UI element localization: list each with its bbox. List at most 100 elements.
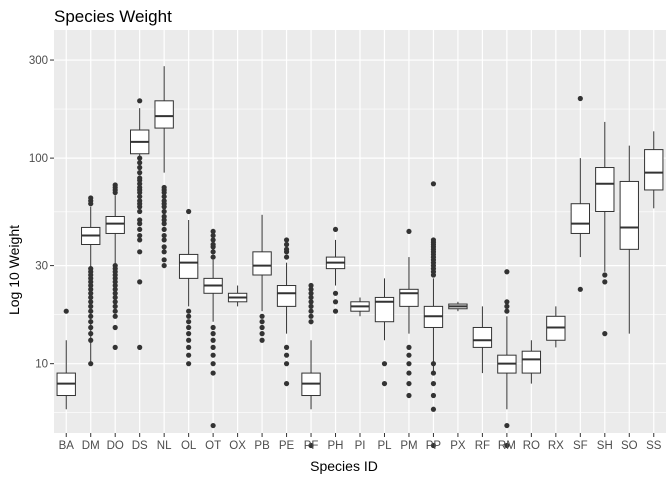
- outlier-point: [161, 193, 167, 200]
- x-tick-label: RX: [548, 440, 564, 452]
- outlier-point: [186, 331, 192, 337]
- outlier-point: [161, 244, 167, 250]
- outlier-point: [430, 380, 437, 387]
- outlier-point: [332, 226, 339, 233]
- iqr-box: [374, 296, 395, 323]
- outlier-point: [186, 324, 192, 331]
- iqr-box: [154, 100, 174, 129]
- outlier-point: [112, 308, 118, 314]
- box-ds: [130, 98, 150, 350]
- x-tick-label: RO: [523, 440, 540, 452]
- x-tick-label: PB: [254, 440, 270, 452]
- box-ph: [325, 226, 346, 314]
- iqr-box: [619, 180, 639, 250]
- outlier-point: [332, 299, 339, 305]
- outlier-point: [112, 299, 118, 305]
- box-dm: [81, 195, 101, 367]
- x-tick-label: OT: [205, 440, 221, 452]
- x-tick-label: SH: [597, 440, 613, 452]
- outlier-point: [137, 175, 143, 181]
- outlier-point: [88, 361, 94, 367]
- outlier-point: [112, 286, 118, 292]
- outlier-point: [406, 344, 412, 350]
- outlier-point: [161, 184, 167, 191]
- outlier-point: [308, 303, 314, 309]
- x-tick-label: RM: [498, 440, 516, 452]
- outlier-point: [430, 361, 437, 367]
- box-pi: [350, 297, 370, 317]
- box-ro: [521, 340, 542, 384]
- outlier-point: [504, 442, 510, 449]
- x-tick-label: PE: [279, 440, 295, 452]
- outlier-point: [161, 237, 167, 243]
- outlier-point: [210, 370, 216, 376]
- outlier-point: [406, 380, 412, 387]
- outlier-point: [430, 237, 437, 243]
- outlier-point: [112, 290, 118, 296]
- outlier-point: [137, 221, 143, 227]
- x-axis-title: Species ID: [310, 458, 378, 474]
- outlier-point: [332, 308, 339, 314]
- iqr-box: [399, 288, 419, 307]
- outlier-point: [137, 193, 143, 200]
- outlier-point: [186, 208, 192, 215]
- x-tick-label: OX: [229, 440, 246, 452]
- outlier-point: [259, 331, 265, 337]
- outlier-point: [112, 262, 118, 269]
- outlier-point: [406, 361, 412, 367]
- outlier-point: [259, 313, 265, 319]
- outlier-point: [137, 279, 143, 285]
- outlier-point: [112, 313, 118, 319]
- x-tick-label: OL: [181, 440, 197, 452]
- outlier-point: [210, 237, 216, 243]
- outlier-point: [137, 208, 143, 215]
- outlier-point: [137, 170, 143, 176]
- outlier-point: [88, 303, 94, 309]
- outlier-point: [577, 95, 583, 102]
- box-rx: [546, 306, 566, 348]
- outlier-point: [88, 294, 94, 301]
- box-pf: [301, 282, 321, 449]
- outlier-point: [186, 344, 192, 350]
- outlier-point: [137, 198, 143, 204]
- outlier-point: [308, 319, 314, 325]
- outlier-point: [137, 226, 143, 233]
- boxplot-layer: [56, 66, 664, 449]
- x-tick-label: SF: [573, 440, 588, 452]
- outlier-point: [137, 164, 143, 171]
- outlier-point: [504, 303, 510, 309]
- outlier-point: [430, 442, 437, 449]
- outlier-point: [88, 319, 94, 325]
- outlier-point: [161, 226, 167, 233]
- outlier-point: [161, 249, 167, 255]
- outlier-point: [210, 344, 216, 350]
- outlier-point: [88, 286, 94, 292]
- x-tick-label: DO: [107, 440, 124, 452]
- iqr-box: [644, 149, 664, 191]
- y-axis-title: Log 10 Weight: [6, 225, 22, 315]
- outlier-point: [210, 324, 216, 331]
- outlier-point: [137, 344, 143, 350]
- outlier-point: [430, 370, 437, 376]
- outlier-point: [137, 155, 143, 161]
- outlier-point: [283, 237, 290, 243]
- outlier-point: [137, 160, 143, 166]
- outlier-point: [88, 290, 94, 296]
- box-ot: [203, 228, 223, 429]
- x-axis: BA DM DO DS NL OL OT OX PB PE PF PH PI PL PM PP PX RF RM RO…: [59, 433, 662, 452]
- outlier-point: [308, 313, 314, 319]
- outlier-point: [112, 324, 118, 331]
- outlier-point: [308, 308, 314, 314]
- box-sh: [595, 121, 615, 337]
- outlier-point: [577, 286, 583, 292]
- outlier-point: [186, 352, 192, 358]
- outlier-point: [112, 344, 118, 350]
- box-pm: [399, 228, 419, 399]
- outlier-point: [259, 337, 265, 343]
- outlier-point: [161, 262, 167, 269]
- outlier-point: [210, 254, 216, 260]
- outlier-point: [112, 294, 118, 301]
- outlier-point: [308, 282, 314, 289]
- box-ox: [227, 285, 248, 307]
